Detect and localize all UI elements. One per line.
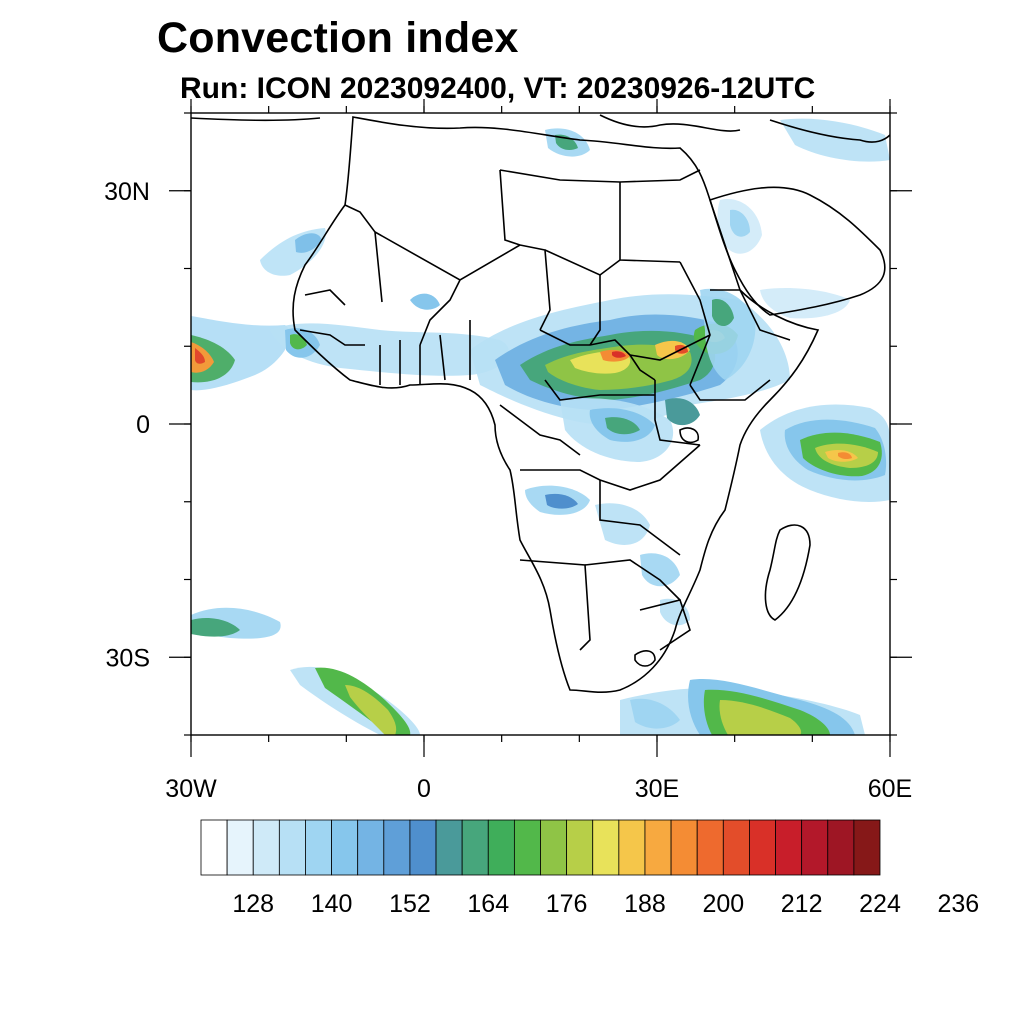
colorbar-swatch: [513, 819, 541, 876]
x-tick-label: 30E: [635, 775, 679, 803]
y-tick-label: 0: [136, 411, 150, 439]
colorbar-swatch: [566, 819, 594, 876]
colorbar-swatch: [775, 819, 803, 876]
colorbar-label: 140: [311, 890, 353, 918]
colorbar-label: 152: [389, 890, 431, 918]
colorbar-swatch: [853, 819, 881, 876]
colorbar-swatch: [722, 819, 750, 876]
colorbar-swatch: [200, 819, 228, 876]
colorbar-label: 128: [232, 890, 274, 918]
chart-title: Convection index: [157, 14, 519, 62]
colorbar-swatch: [618, 819, 646, 876]
colorbar-swatch: [409, 819, 437, 876]
convection-field: [191, 118, 890, 735]
colorbar-swatch: [670, 819, 698, 876]
colorbar-swatch: [357, 819, 385, 876]
colorbar-label: 176: [546, 890, 588, 918]
colorbar-label: 212: [781, 890, 823, 918]
colorbar: 128 140 152 164 176 188 200 212 224 236: [200, 819, 979, 918]
colorbar-swatch: [827, 819, 855, 876]
colorbar-label: 164: [467, 890, 509, 918]
colorbar-swatch: [331, 819, 359, 876]
colorbar-swatch: [644, 819, 672, 876]
colorbar-swatch: [305, 819, 332, 876]
colorbar-swatch: [540, 819, 568, 876]
colorbar-swatch: [278, 819, 306, 876]
colorbar-swatch: [435, 819, 463, 876]
colorbar-label: 224: [859, 890, 901, 918]
colorbar-swatch: [749, 819, 776, 876]
x-tick-label: 0: [417, 775, 431, 803]
colorbar-label: 200: [702, 890, 744, 918]
colorbar-label: 236: [937, 890, 979, 918]
y-tick-label: 30N: [104, 178, 150, 206]
x-tick-label: 30W: [165, 775, 217, 803]
colorbar-swatch: [487, 819, 515, 876]
axis-tick-labels: 30W 0 30E 60E 30N 0 30S: [104, 178, 912, 803]
colorbar-swatch: [696, 819, 724, 876]
coastlines-and-borders: [191, 114, 890, 693]
axis-ticks: [169, 99, 912, 757]
colorbar-swatch: [252, 819, 280, 876]
y-tick-label: 30S: [106, 644, 150, 672]
colorbar-label: 188: [624, 890, 666, 918]
colorbar-swatch: [383, 819, 411, 876]
colorbar-swatch: [226, 819, 254, 876]
chart-subtitle: Run: ICON 2023092400, VT: 20230926-12UTC: [180, 72, 816, 105]
x-tick-label: 60E: [868, 775, 912, 803]
colorbar-swatch: [592, 819, 620, 876]
colorbar-swatch: [801, 819, 829, 876]
colorbar-swatch: [461, 819, 489, 876]
